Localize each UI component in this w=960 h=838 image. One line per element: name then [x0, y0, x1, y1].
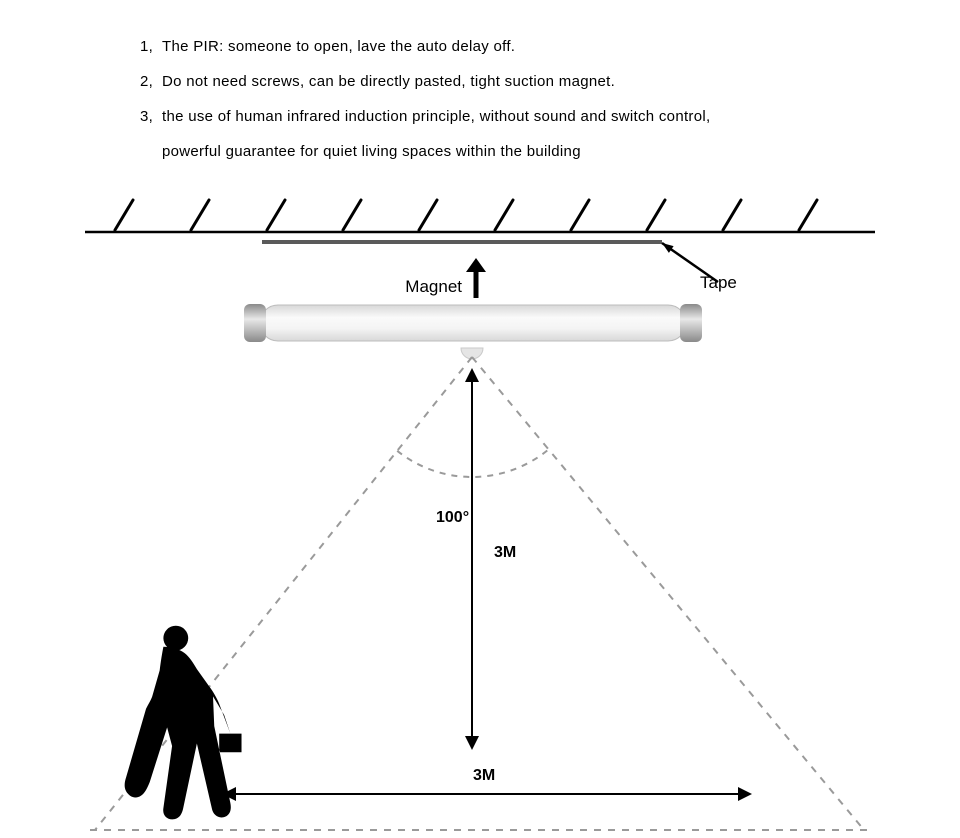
description-block: 1, The PIR: someone to open, lave the au… [140, 30, 840, 168]
hatch-mark [647, 200, 665, 230]
diagram-svg: Magnet Tape 100° 3M 3M [0, 190, 960, 838]
text-line-2: 2, Do not need screws, can be directly p… [140, 65, 840, 98]
hatch-mark [495, 200, 513, 230]
text-content-2: Do not need screws, can be directly past… [162, 65, 840, 98]
diagram-container: Magnet Tape 100° 3M 3M [0, 190, 960, 838]
hatch-mark [571, 200, 589, 230]
text-content-3: the use of human infrared induction prin… [162, 100, 840, 133]
text-num-1: 1, [140, 30, 162, 63]
hatch-mark [723, 200, 741, 230]
v-dist-label: 3M [494, 544, 516, 561]
hatch-mark [115, 200, 133, 230]
text-num-2: 2, [140, 65, 162, 98]
h-dist-label: 3M [473, 767, 495, 784]
v-arrow-head-bottom [465, 736, 479, 750]
light-tube-body [260, 305, 686, 341]
hatch-mark [343, 200, 361, 230]
v-arrow-head-top [465, 368, 479, 382]
hatch-mark [267, 200, 285, 230]
text-line-1: 1, The PIR: someone to open, lave the au… [140, 30, 840, 63]
text-content-4: powerful guarantee for quiet living spac… [162, 143, 581, 160]
magnet-label: Magnet [405, 277, 462, 296]
light-tube-cap-right [680, 304, 702, 342]
person-icon [125, 626, 242, 820]
magnet-arrow-head [466, 258, 486, 272]
text-line-4: powerful guarantee for quiet living spac… [140, 135, 840, 168]
hatch-mark [799, 200, 817, 230]
tape-label: Tape [700, 273, 737, 292]
h-arrow-head-right [738, 787, 752, 801]
light-tube-cap-left [244, 304, 266, 342]
text-content-1: The PIR: someone to open, lave the auto … [162, 30, 840, 63]
text-num-3: 3, [140, 100, 162, 133]
cone-right-line [472, 357, 864, 830]
hatch-mark [191, 200, 209, 230]
angle-label: 100° [436, 509, 469, 526]
hatch-mark [419, 200, 437, 230]
text-line-3: 3, the use of human infrared induction p… [140, 100, 840, 133]
tape-strip [262, 240, 662, 244]
